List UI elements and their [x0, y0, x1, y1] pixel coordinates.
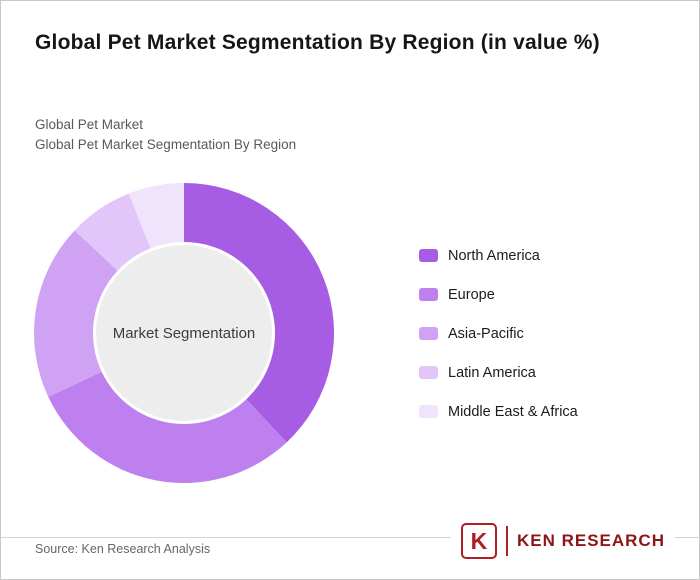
legend-swatch-europe: [419, 288, 438, 301]
legend-item-middle-east-africa[interactable]: Middle East & Africa: [419, 403, 578, 420]
legend-label: Latin America: [448, 364, 536, 381]
chart-subtitle-line2: Global Pet Market Segmentation By Region: [35, 137, 297, 152]
legend-item-europe[interactable]: Europe: [419, 286, 578, 303]
legend-label: Middle East & Africa: [448, 403, 578, 420]
logo-text: KEN RESEARCH: [516, 531, 665, 550]
legend-label: Asia-Pacific: [448, 325, 524, 342]
legend-swatch-north-america: [419, 249, 438, 262]
logo-divider-bar: [505, 526, 508, 556]
legend-swatch-latin-america: [419, 366, 438, 379]
legend-swatch-middle-east-africa: [419, 405, 438, 418]
chart-title: Global Pet Market Segmentation By Region…: [35, 31, 600, 54]
legend-item-asia-pacific[interactable]: Asia-Pacific: [419, 325, 578, 342]
chart-subtitle-line1: Global Pet Market: [35, 117, 144, 132]
donut-chart: Market Segmentation: [34, 183, 334, 483]
legend-label: Europe: [448, 286, 495, 303]
donut-segment-middle-east-africa[interactable]: [128, 183, 184, 249]
donut-center-label: Market Segmentation: [113, 325, 256, 342]
ken-research-logo: K KEN RESEARCH: [450, 517, 675, 565]
donut-segment-asia-pacific[interactable]: [34, 230, 118, 397]
legend-swatch-asia-pacific: [419, 327, 438, 340]
logo-k-icon: K: [460, 523, 497, 559]
donut-segment-europe[interactable]: [48, 371, 287, 483]
donut-center-circle: [96, 245, 272, 421]
donut-segment-latin-america[interactable]: [74, 193, 151, 271]
donut-segment-north-america[interactable]: [184, 183, 334, 443]
source-text: Source: Ken Research Analysis: [35, 542, 211, 556]
legend-item-latin-america[interactable]: Latin America: [419, 364, 578, 381]
legend-item-north-america[interactable]: North America: [419, 247, 578, 264]
footer-divider: [1, 537, 699, 538]
donut-segments: [34, 183, 334, 483]
legend-label: North America: [448, 247, 540, 264]
chart-legend: North America Europe Asia-Pacific Latin Ame…: [419, 248, 578, 443]
